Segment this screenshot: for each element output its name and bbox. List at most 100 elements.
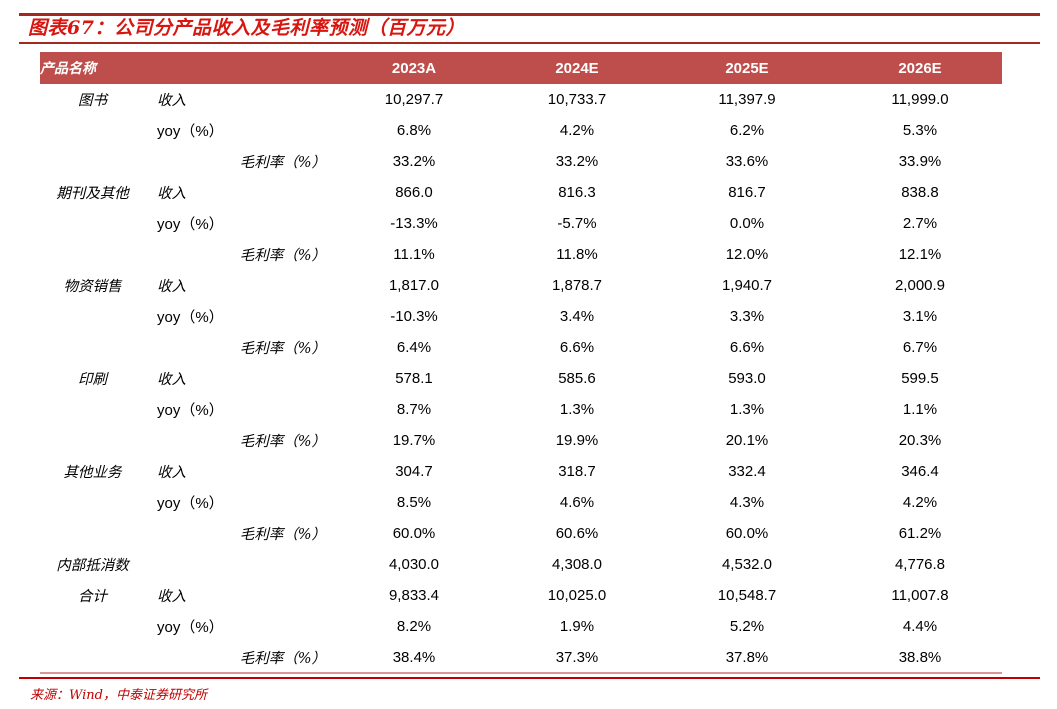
value-cell: 5.2% — [729, 618, 765, 635]
value-cell: 61.2% — [898, 525, 942, 542]
table-row: 内部抵消数 4,030.0 4,308.0 4,532.0 4,776.8 — [40, 549, 1002, 580]
metric-label-cell: yoy（%） — [157, 402, 224, 419]
product-category-cell: 物资销售 — [63, 279, 122, 295]
value-cell: 816.3 — [558, 184, 596, 201]
value-cell: 33.6% — [725, 153, 769, 170]
metric-label-cell: 毛利率（%） — [239, 155, 326, 171]
table-row: yoy（%） -13.3% -5.7% 0.0% 2.7% — [40, 208, 1002, 239]
value-cell: -13.3% — [390, 215, 438, 232]
table-row: yoy（%） 8.5% 4.6% 4.3% 4.2% — [40, 487, 1002, 518]
table-row: 合计 收入 9,833.4 10,025.0 10,548.7 11,007.8 — [40, 580, 1002, 611]
value-cell: 19.7% — [392, 432, 436, 449]
table-row: 毛利率（%） 60.0% 60.6% 60.0% 61.2% — [40, 518, 1002, 549]
table-row: 毛利率（%） 38.4% 37.3% 37.8% 38.8% — [40, 642, 1002, 673]
table-row: yoy（%） 8.2% 1.9% 5.2% 4.4% — [40, 611, 1002, 642]
table-row: 毛利率（%） 19.7% 19.9% 20.1% 20.3% — [40, 425, 1002, 456]
value-cell: 304.7 — [395, 463, 433, 480]
value-cell: 6.6% — [559, 339, 595, 356]
value-cell: 3.3% — [729, 308, 765, 325]
value-cell: 6.7% — [902, 339, 938, 356]
value-cell: -10.3% — [390, 308, 438, 325]
value-cell: 4,532.0 — [721, 556, 773, 573]
value-cell: 11,007.8 — [891, 587, 949, 604]
product-category-cell: 合计 — [78, 589, 107, 605]
table-row: 图书 收入 10,297.7 10,733.7 11,397.9 11,999.0 — [40, 84, 1002, 115]
value-cell: 19.9% — [555, 432, 599, 449]
table-row: 其他业务 收入 304.7 318.7 332.4 346.4 — [40, 456, 1002, 487]
product-revenue-forecast-table: 产品名称 2023A 2024E 2025E 2026E 图书 收入 10,297.… — [40, 52, 1002, 674]
product-category-cell: 期刊及其他 — [56, 186, 129, 202]
value-cell: 6.2% — [729, 122, 765, 139]
year-header-2026e: 2026E — [898, 59, 942, 77]
product-name-header-cell: 产品名称 — [40, 61, 96, 77]
value-cell: 60.0% — [392, 525, 436, 542]
metric-label-cell — [145, 549, 330, 580]
value-cell: 12.1% — [898, 246, 942, 263]
source-rule — [19, 677, 1040, 679]
value-cell: 20.3% — [898, 432, 942, 449]
table-row: 毛利率（%） 33.2% 33.2% 33.6% 33.9% — [40, 146, 1002, 177]
value-cell: 1.9% — [559, 618, 595, 635]
value-cell: 3.1% — [902, 308, 938, 325]
product-category-cell — [40, 301, 145, 332]
metric-label-cell: 收入 — [157, 372, 186, 388]
value-cell: -5.7% — [557, 215, 597, 232]
metric-label-cell: 毛利率（%） — [239, 527, 326, 543]
product-category-cell — [40, 332, 145, 363]
value-cell: 60.0% — [725, 525, 769, 542]
product-category-cell — [40, 487, 145, 518]
value-cell: 4,030.0 — [388, 556, 440, 573]
value-cell: 60.6% — [555, 525, 599, 542]
value-cell: 33.9% — [898, 153, 942, 170]
value-cell: 38.4% — [392, 648, 436, 666]
year-header-2025e: 2025E — [725, 59, 769, 77]
value-cell: 10,733.7 — [547, 91, 607, 108]
value-cell: 585.6 — [558, 370, 596, 387]
table-row: 印刷 收入 578.1 585.6 593.0 599.5 — [40, 363, 1002, 394]
metric-label-cell: yoy（%） — [157, 216, 224, 233]
product-category-cell — [40, 208, 145, 239]
value-cell: 38.8% — [898, 648, 942, 666]
value-cell: 866.0 — [395, 184, 433, 201]
value-cell: 816.7 — [728, 184, 766, 201]
product-category-cell: 印刷 — [78, 372, 107, 388]
product-category-cell — [40, 518, 145, 549]
metric-label-cell: yoy（%） — [157, 123, 224, 140]
table-header-row: 产品名称 2023A 2024E 2025E 2026E — [40, 52, 1002, 84]
table-row: 物资销售 收入 1,817.0 1,878.7 1,940.7 2,000.9 — [40, 270, 1002, 301]
value-cell: 6.4% — [396, 339, 432, 356]
product-category-cell — [40, 115, 145, 146]
value-cell: 1,878.7 — [551, 277, 603, 294]
value-cell: 4.2% — [559, 122, 595, 139]
value-cell: 37.3% — [555, 648, 599, 666]
figure-title: 图表67：公司分产品收入及毛利率预测（百万元） — [28, 17, 465, 39]
value-cell: 33.2% — [555, 153, 599, 170]
metric-label-cell: 收入 — [157, 93, 186, 109]
value-cell: 4,776.8 — [894, 556, 946, 573]
metric-label-cell: 毛利率（%） — [239, 341, 326, 357]
value-cell: 1.3% — [559, 401, 595, 418]
value-cell: 4.3% — [729, 494, 765, 511]
value-cell: 8.7% — [396, 401, 432, 418]
product-category-cell — [40, 239, 145, 270]
value-cell: 4.6% — [559, 494, 595, 511]
value-cell: 1.1% — [902, 401, 938, 418]
value-cell: 332.4 — [728, 463, 766, 480]
value-cell: 578.1 — [395, 370, 433, 387]
metric-label-cell: yoy（%） — [157, 495, 224, 512]
value-cell: 593.0 — [728, 370, 766, 387]
value-cell: 3.4% — [559, 308, 595, 325]
value-cell: 8.2% — [396, 618, 432, 635]
title-underline-rule — [19, 42, 1040, 44]
source-note: 来源：Wind，中泰证券研究所 — [30, 688, 207, 703]
value-cell: 37.8% — [725, 648, 769, 666]
value-cell: 2.7% — [902, 215, 938, 232]
value-cell: 33.2% — [392, 153, 436, 170]
value-cell: 4,308.0 — [551, 556, 603, 573]
value-cell: 9,833.4 — [388, 587, 440, 604]
value-cell: 11,999.0 — [891, 91, 949, 108]
value-cell: 12.0% — [725, 246, 769, 263]
year-header-2023a: 2023A — [391, 59, 437, 77]
top-rule — [19, 13, 1040, 16]
table-body: 图书 收入 10,297.7 10,733.7 11,397.9 11,999.0 yoy（… — [40, 84, 1002, 673]
